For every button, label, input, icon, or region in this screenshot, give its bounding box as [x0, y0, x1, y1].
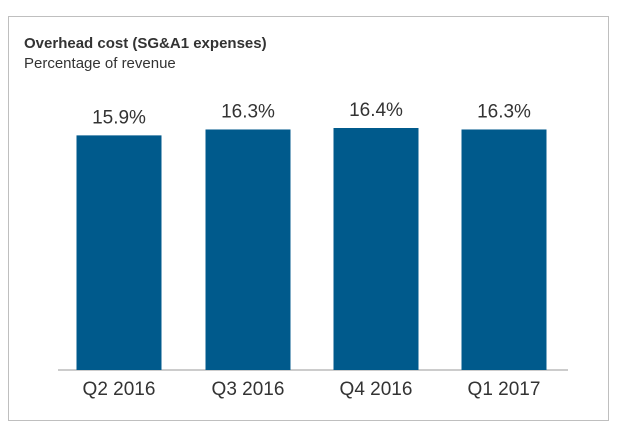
chart-subtitle: Percentage of revenue [24, 55, 176, 72]
bar-q3-2016 [205, 129, 291, 370]
x-tick-label: Q2 2016 [83, 379, 156, 400]
x-tick-label: Q1 2017 [468, 379, 541, 400]
bar-q2-2016 [76, 135, 162, 370]
data-label: 16.3% [477, 101, 531, 122]
x-tick-label: Q3 2016 [212, 379, 285, 400]
bar-q4-2016 [333, 128, 419, 370]
data-label: 15.9% [92, 107, 146, 128]
chart-title: Overhead cost (SG&A1 expenses) [24, 35, 267, 52]
data-label: 16.3% [221, 101, 275, 122]
bar-q1-2017 [461, 129, 547, 370]
data-label: 16.4% [349, 100, 403, 121]
x-tick-label: Q4 2016 [340, 379, 413, 400]
chart-frame [8, 16, 609, 421]
